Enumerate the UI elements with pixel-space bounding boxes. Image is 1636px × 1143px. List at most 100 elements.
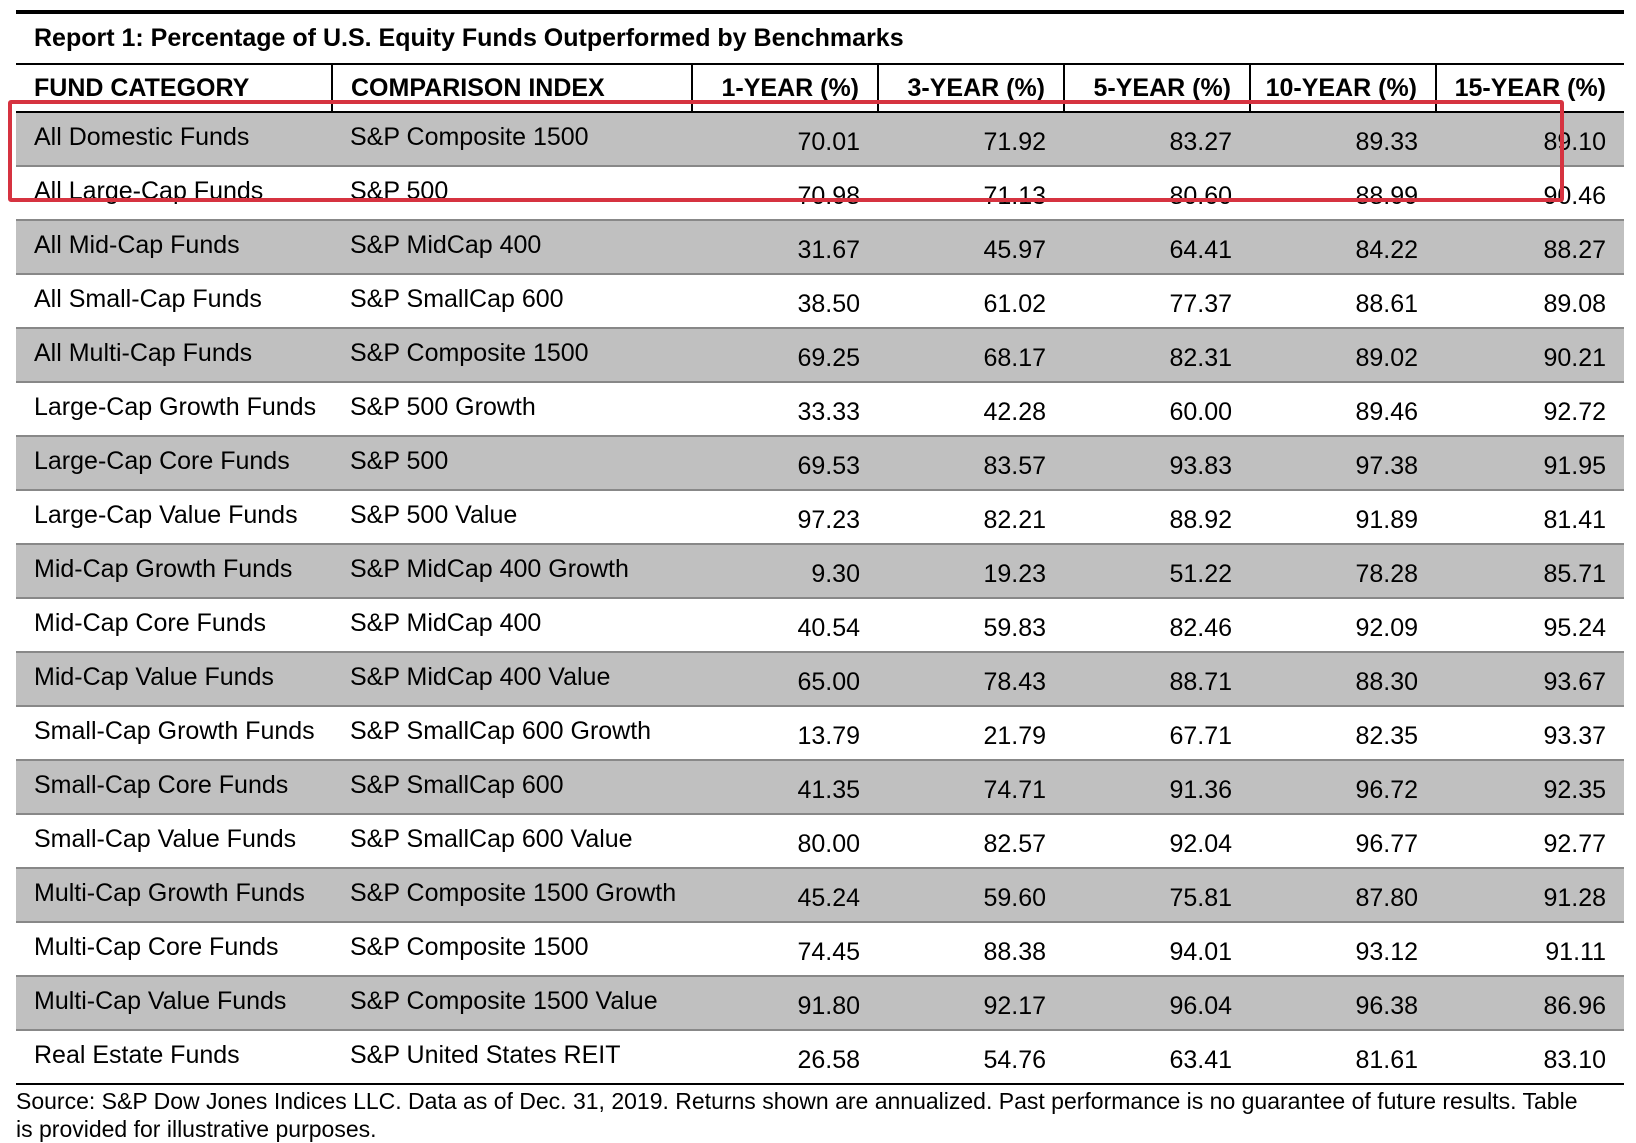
fifteen-year-cell: 85.71 <box>1436 544 1624 599</box>
one-year-cell: 31.67 <box>692 220 878 275</box>
fund-category-cell: All Domestic Funds <box>16 112 332 167</box>
five-year-cell: 92.04 <box>1064 814 1250 869</box>
ten-year-cell: 96.77 <box>1250 814 1436 869</box>
comparison-index-cell: S&P MidCap 400 Value <box>332 652 692 707</box>
comparison-index-cell: S&P Composite 1500 Value <box>332 976 692 1031</box>
fund-category-cell: Mid-Cap Value Funds <box>16 652 332 707</box>
comparison-index-cell: S&P Composite 1500 <box>332 112 692 167</box>
fifteen-year-cell: 93.37 <box>1436 706 1624 761</box>
one-year-cell: 80.00 <box>692 814 878 869</box>
fund-category-cell: Large-Cap Value Funds <box>16 490 332 545</box>
one-year-cell: 33.33 <box>692 382 878 437</box>
report-title: Report 1: Percentage of U.S. Equity Fund… <box>16 14 1624 65</box>
comparison-index-cell: S&P SmallCap 600 Growth <box>332 706 692 761</box>
one-year-cell: 70.98 <box>692 166 878 221</box>
three-year-cell: 42.28 <box>878 382 1064 437</box>
five-year-cell: 82.46 <box>1064 598 1250 653</box>
table-row: All Large-Cap Funds S&P 500 70.98 71.13 … <box>16 166 1624 221</box>
table-row: Real Estate Funds S&P United States REIT… <box>16 1030 1624 1085</box>
fifteen-year-cell: 83.10 <box>1436 1030 1624 1085</box>
fifteen-year-cell: 92.35 <box>1436 760 1624 815</box>
ten-year-cell: 88.30 <box>1250 652 1436 707</box>
fifteen-year-cell: 91.11 <box>1436 922 1624 977</box>
table-row: Large-Cap Value Funds S&P 500 Value 97.2… <box>16 490 1624 545</box>
fifteen-year-cell: 89.08 <box>1436 274 1624 329</box>
three-year-cell: 45.97 <box>878 220 1064 275</box>
header-row: FUND CATEGORY COMPARISON INDEX 1-YEAR (%… <box>16 65 1624 113</box>
one-year-cell: 74.45 <box>692 922 878 977</box>
fifteen-year-cell: 91.95 <box>1436 436 1624 491</box>
ten-year-cell: 88.61 <box>1250 274 1436 329</box>
five-year-cell: 93.83 <box>1064 436 1250 491</box>
fund-category-cell: Small-Cap Core Funds <box>16 760 332 815</box>
fifteen-year-cell: 81.41 <box>1436 490 1624 545</box>
table-row: Small-Cap Growth Funds S&P SmallCap 600 … <box>16 706 1624 761</box>
fund-category-cell: All Small-Cap Funds <box>16 274 332 329</box>
top-rule <box>16 10 1624 14</box>
five-year-cell: 51.22 <box>1064 544 1250 599</box>
header-15-year: 15-YEAR (%) <box>1435 65 1624 113</box>
five-year-cell: 88.92 <box>1064 490 1250 545</box>
five-year-cell: 64.41 <box>1064 220 1250 275</box>
three-year-cell: 54.76 <box>878 1030 1064 1085</box>
header-comparison-index: COMPARISON INDEX <box>331 65 692 113</box>
fifteen-year-cell: 92.72 <box>1436 382 1624 437</box>
five-year-cell: 94.01 <box>1064 922 1250 977</box>
header-3-year: 3-YEAR (%) <box>877 65 1064 113</box>
table-row: Small-Cap Core Funds S&P SmallCap 600 41… <box>16 760 1624 815</box>
ten-year-cell: 93.12 <box>1250 922 1436 977</box>
table-row: Multi-Cap Core Funds S&P Composite 1500 … <box>16 922 1624 977</box>
fund-category-cell: Large-Cap Growth Funds <box>16 382 332 437</box>
comparison-index-cell: S&P Composite 1500 <box>332 922 692 977</box>
comparison-index-cell: S&P MidCap 400 Growth <box>332 544 692 599</box>
comparison-index-cell: S&P Composite 1500 Growth <box>332 868 692 923</box>
one-year-cell: 38.50 <box>692 274 878 329</box>
fund-category-cell: All Mid-Cap Funds <box>16 220 332 275</box>
one-year-cell: 26.58 <box>692 1030 878 1085</box>
one-year-cell: 91.80 <box>692 976 878 1031</box>
ten-year-cell: 78.28 <box>1250 544 1436 599</box>
fund-category-cell: Small-Cap Value Funds <box>16 814 332 869</box>
fund-category-cell: All Large-Cap Funds <box>16 166 332 221</box>
header-10-year: 10-YEAR (%) <box>1249 65 1436 113</box>
fund-category-cell: Multi-Cap Value Funds <box>16 976 332 1031</box>
table-row: Mid-Cap Value Funds S&P MidCap 400 Value… <box>16 652 1624 707</box>
fund-category-cell: Small-Cap Growth Funds <box>16 706 332 761</box>
five-year-cell: 80.60 <box>1064 166 1250 221</box>
comparison-index-cell: S&P 500 <box>332 166 692 221</box>
comparison-index-cell: S&P 500 Growth <box>332 382 692 437</box>
five-year-cell: 88.71 <box>1064 652 1250 707</box>
comparison-index-cell: S&P SmallCap 600 Value <box>332 814 692 869</box>
one-year-cell: 45.24 <box>692 868 878 923</box>
comparison-index-cell: S&P SmallCap 600 <box>332 274 692 329</box>
five-year-cell: 96.04 <box>1064 976 1250 1031</box>
five-year-cell: 75.81 <box>1064 868 1250 923</box>
three-year-cell: 83.57 <box>878 436 1064 491</box>
one-year-cell: 69.53 <box>692 436 878 491</box>
three-year-cell: 71.13 <box>878 166 1064 221</box>
funds-table: FUND CATEGORY COMPARISON INDEX 1-YEAR (%… <box>16 65 1624 1085</box>
three-year-cell: 19.23 <box>878 544 1064 599</box>
header-5-year: 5-YEAR (%) <box>1063 65 1250 113</box>
one-year-cell: 41.35 <box>692 760 878 815</box>
table-row: Multi-Cap Value Funds S&P Composite 1500… <box>16 976 1624 1031</box>
three-year-cell: 88.38 <box>878 922 1064 977</box>
table-row: All Domestic Funds S&P Composite 1500 70… <box>16 112 1624 167</box>
fifteen-year-cell: 95.24 <box>1436 598 1624 653</box>
ten-year-cell: 87.80 <box>1250 868 1436 923</box>
ten-year-cell: 82.35 <box>1250 706 1436 761</box>
three-year-cell: 61.02 <box>878 274 1064 329</box>
table-row: Multi-Cap Growth Funds S&P Composite 150… <box>16 868 1624 923</box>
three-year-cell: 68.17 <box>878 328 1064 383</box>
comparison-index-cell: S&P MidCap 400 <box>332 598 692 653</box>
header-fund-category: FUND CATEGORY <box>16 65 332 113</box>
one-year-cell: 69.25 <box>692 328 878 383</box>
three-year-cell: 92.17 <box>878 976 1064 1031</box>
fund-category-cell: Mid-Cap Growth Funds <box>16 544 332 599</box>
one-year-cell: 9.30 <box>692 544 878 599</box>
table-row: Large-Cap Core Funds S&P 500 69.53 83.57… <box>16 436 1624 491</box>
ten-year-cell: 89.33 <box>1250 112 1436 167</box>
table-body: All Domestic Funds S&P Composite 1500 70… <box>16 112 1624 1085</box>
source-footnote: Source: S&P Dow Jones Indices LLC. Data … <box>16 1088 1578 1142</box>
fifteen-year-cell: 89.10 <box>1436 112 1624 167</box>
